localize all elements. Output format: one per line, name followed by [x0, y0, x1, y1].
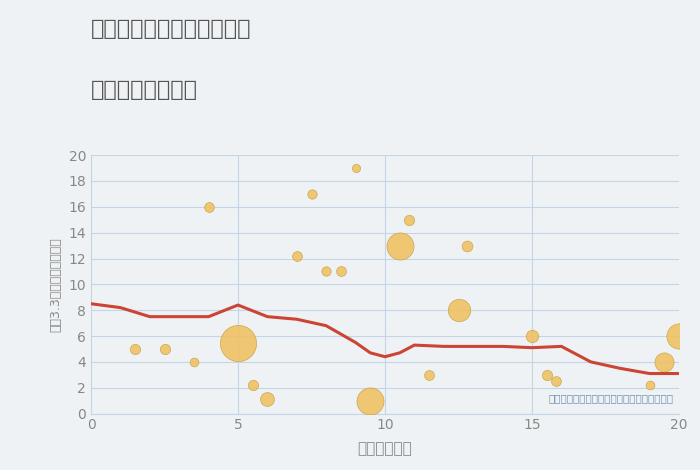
Point [403, 216, 414, 223]
Point [526, 332, 538, 340]
Point [247, 382, 258, 389]
Point [232, 339, 244, 346]
Point [462, 242, 473, 249]
Point [541, 371, 552, 379]
Point [644, 382, 655, 389]
Text: 三重県伊賀市上野向島町の: 三重県伊賀市上野向島町の [91, 19, 251, 39]
Point [394, 242, 405, 249]
Point [350, 164, 361, 172]
Point [262, 396, 273, 403]
Point [659, 358, 670, 366]
Point [550, 377, 561, 385]
Point [365, 397, 376, 404]
Point [203, 203, 214, 211]
Text: 駅距離別土地価格: 駅距離別土地価格 [91, 80, 198, 100]
Point [424, 371, 435, 379]
Point [130, 345, 141, 352]
Point [335, 267, 346, 275]
Point [321, 267, 332, 275]
Text: 円の大きさは、取引のあった物件面積を示す: 円の大きさは、取引のあった物件面積を示す [548, 393, 673, 403]
Point [159, 345, 170, 352]
Point [306, 190, 317, 197]
Point [291, 252, 302, 259]
Point [673, 332, 685, 340]
Y-axis label: 坪（3.3㎡）単価（万円）: 坪（3.3㎡）単価（万円） [50, 237, 63, 332]
Point [188, 358, 199, 366]
X-axis label: 駅距離（分）: 駅距離（分） [358, 441, 412, 456]
Point [453, 306, 464, 314]
